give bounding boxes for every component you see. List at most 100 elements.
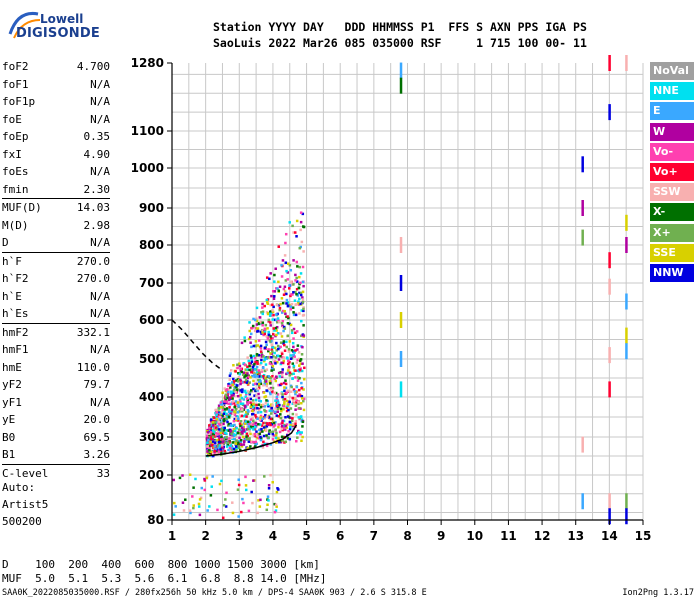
echo-pixel [249, 401, 252, 404]
echo-pixel [181, 474, 184, 477]
echo-pixel [286, 404, 289, 408]
param-value: 270.0 [76, 272, 110, 285]
echo-pixel [295, 303, 298, 306]
echo-pixel [298, 393, 301, 396]
echo-pixel [299, 281, 302, 285]
echo-pixel [227, 390, 230, 394]
param-value: 4.700 [76, 60, 110, 73]
echo-pixel [232, 363, 235, 367]
echo-pixel [267, 414, 271, 418]
echo-pixel [266, 300, 269, 304]
echo-pixel [211, 475, 214, 478]
echo-pixel [242, 440, 246, 444]
echo-pixel [266, 312, 270, 315]
echo-pixel [284, 386, 288, 390]
echo-pixel [219, 431, 223, 435]
param-value: N/A [90, 165, 110, 178]
echo-pixel [288, 427, 292, 431]
echo-pixel [263, 405, 267, 408]
echo-pixel [219, 402, 222, 406]
echo-pixel [189, 511, 192, 515]
echo-pixel [280, 361, 283, 365]
echo-pixel [275, 403, 278, 406]
echo-pixel [218, 482, 222, 486]
vertical-echo-mark [399, 62, 403, 79]
echo-pixel [299, 359, 302, 362]
echo-pixel [261, 446, 265, 449]
echo-pixel [231, 511, 235, 515]
echo-pixel [275, 490, 279, 494]
chart-data-layer [171, 55, 628, 525]
echo-pixel [238, 436, 241, 440]
echo-pixel [272, 297, 276, 300]
echo-pixel [274, 379, 278, 383]
echo-pixel [288, 437, 292, 441]
echo-pixel [280, 435, 284, 439]
echo-pixel [290, 385, 293, 389]
echo-pixel [281, 309, 285, 313]
echo-pixel [302, 225, 306, 229]
echo-pixel [273, 290, 277, 293]
echo-pixel [265, 276, 269, 279]
echo-pixel [289, 407, 293, 410]
echo-pixel [266, 356, 270, 359]
echo-pixel [227, 410, 231, 414]
echo-pixel [269, 412, 273, 415]
echo-pixel [275, 313, 278, 316]
param-row: h`Es N/A [2, 305, 110, 323]
echo-pixel [269, 392, 272, 396]
echo-pixel [275, 303, 279, 307]
echo-pixel [245, 435, 248, 438]
echo-pixel [266, 337, 270, 340]
echo-pixel [300, 319, 303, 323]
echo-pixel [276, 312, 279, 316]
param-row: h`F2 270.0 [2, 270, 110, 288]
echo-pixel [246, 402, 249, 406]
echo-pixel [280, 297, 284, 300]
echo-pixel [248, 427, 252, 431]
echo-pixel [300, 353, 304, 356]
echo-pixel [255, 319, 259, 323]
echo-pixel [286, 371, 290, 375]
echo-pixel [255, 317, 258, 320]
legend-item: NNE [650, 82, 694, 101]
echo-pixel [216, 508, 219, 512]
echo-pixel [217, 446, 221, 450]
echo-pixel [256, 362, 259, 365]
echo-pixel [239, 402, 243, 405]
logo-text-digisonde: DIGISONDE [16, 26, 100, 41]
echo-pixel [244, 374, 247, 378]
echo-pixel [292, 364, 296, 368]
echo-pixel [271, 290, 275, 293]
echo-pixel [222, 412, 226, 416]
echo-pixel [291, 377, 294, 380]
echo-pixel [258, 407, 261, 411]
echo-pixel [262, 383, 265, 387]
echo-pixel [231, 446, 234, 450]
echo-pixel [298, 406, 301, 410]
echo-pixel [273, 510, 277, 514]
param-value: 79.7 [83, 378, 111, 391]
echo-pixel [286, 315, 289, 318]
echo-pixel [233, 405, 236, 409]
echo-pixel [231, 441, 235, 444]
param-row: M(D) 2.98 [2, 217, 110, 235]
echo-pixel [219, 420, 222, 423]
echo-pixel [269, 473, 272, 477]
echo-pixel [250, 413, 254, 416]
echo-pixel [258, 432, 262, 436]
echo-pixel [291, 341, 295, 345]
echo-pixel [276, 410, 280, 414]
echo-pixel [279, 355, 282, 358]
echo-pixel [288, 365, 291, 369]
x-tick-label: 11 [500, 529, 517, 543]
echo-pixel [274, 407, 277, 410]
vertical-echo-mark [625, 293, 628, 310]
echo-pixel [208, 424, 211, 427]
echo-pixel [267, 330, 270, 334]
echo-pixel [255, 354, 258, 358]
echo-pixel [223, 426, 226, 430]
echo-pixel [205, 443, 209, 447]
echo-pixel [247, 401, 250, 404]
echo-pixel [268, 391, 272, 394]
